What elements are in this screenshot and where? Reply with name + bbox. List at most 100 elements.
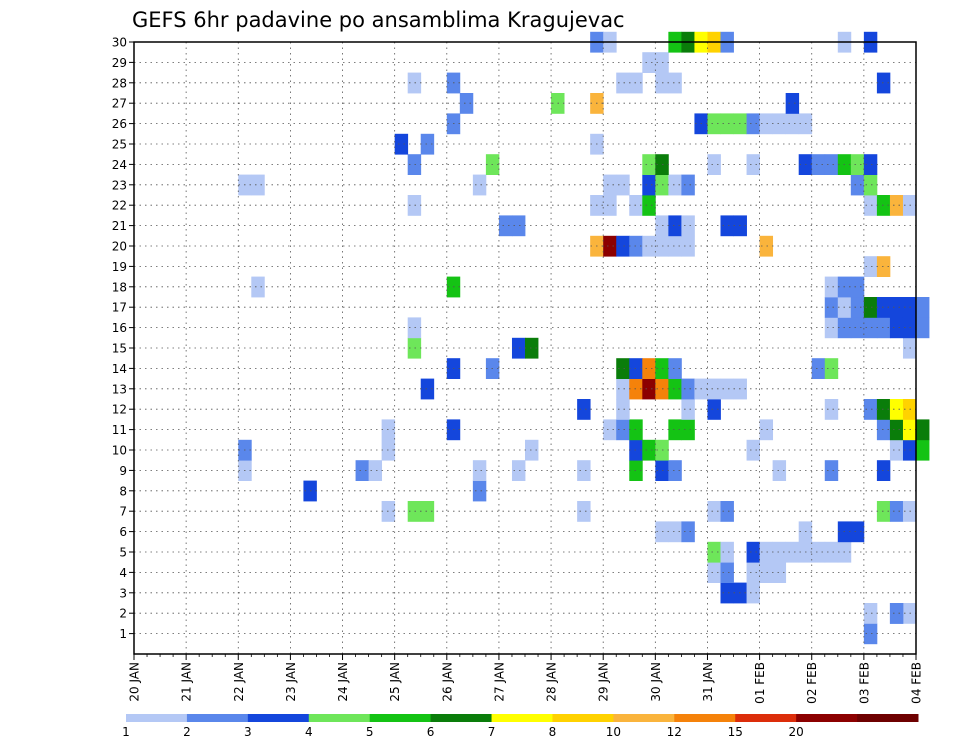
heatmap-cell — [642, 358, 656, 379]
heatmap-cell — [850, 174, 865, 196]
heatmap-cell — [720, 378, 734, 400]
y-tick-label: 25 — [112, 138, 127, 152]
y-tick-label: 15 — [112, 342, 127, 356]
y-tick-label: 10 — [112, 444, 127, 458]
y-tick-label: 5 — [119, 546, 127, 560]
y-tick-label: 8 — [119, 484, 127, 498]
x-tick-label: 22 JAN — [232, 662, 246, 702]
heatmap-cell — [642, 195, 656, 216]
x-tick-label: 24 JAN — [336, 662, 350, 702]
x-tick-label: 04 FEB — [910, 662, 924, 704]
y-tick-label: 18 — [112, 280, 127, 294]
heatmap-cell — [472, 460, 487, 481]
y-tick-label: 9 — [119, 464, 127, 478]
y-tick-label: 29 — [112, 56, 127, 70]
heatmap-cell — [603, 235, 617, 257]
y-tick-label: 26 — [112, 117, 127, 131]
heatmap-cell — [603, 174, 617, 196]
heatmap-cell — [863, 399, 878, 420]
heatmap-cell — [876, 195, 891, 216]
heatmap-cell — [603, 195, 617, 216]
heatmap-cell — [420, 501, 435, 522]
heatmap-cell — [681, 235, 695, 257]
heatmap-cell — [616, 72, 630, 94]
heatmap-cell — [824, 541, 839, 563]
heatmap-cell — [889, 195, 904, 216]
colorbar-label: 1 — [122, 725, 130, 739]
heatmap-cell — [616, 235, 630, 257]
x-tick-label: 30 JAN — [649, 662, 663, 702]
colorbar-label: 8 — [549, 725, 557, 739]
heatmap-cell — [459, 93, 474, 114]
heatmap-cell — [746, 541, 760, 563]
x-tick-label: 29 JAN — [597, 662, 611, 702]
heatmap-cell — [720, 582, 734, 604]
y-tick-label: 14 — [112, 362, 127, 376]
y-tick-label: 30 — [112, 36, 127, 50]
heatmap-cell — [824, 276, 839, 298]
heatmap-cell — [863, 623, 878, 645]
y-tick-label: 11 — [112, 423, 127, 437]
heatmap-cell — [472, 480, 487, 502]
colorbar-swatch — [186, 714, 249, 722]
heatmap-cell — [642, 439, 656, 461]
heatmap-cell — [720, 113, 734, 135]
heatmap-cell — [577, 501, 591, 522]
heatmap-cell — [420, 133, 435, 155]
heatmap-cell — [850, 297, 865, 318]
y-tick-label: 20 — [112, 240, 127, 254]
heatmap-cell — [681, 521, 695, 543]
y-tick-label: 12 — [112, 403, 127, 417]
heatmap-cell — [355, 460, 369, 481]
colorbar-swatch — [126, 714, 188, 722]
heatmap-cell — [681, 378, 695, 400]
heatmap-cell — [681, 399, 695, 420]
colorbar-swatch — [491, 714, 553, 722]
heatmap-cell — [616, 378, 630, 400]
x-tick-label: 27 JAN — [492, 662, 506, 702]
colorbar-label: 7 — [488, 725, 496, 739]
x-tick-label: 28 JAN — [545, 662, 559, 702]
heatmap-cell — [498, 215, 513, 237]
y-tick-label: 28 — [112, 76, 127, 90]
heatmap-cell — [889, 297, 904, 318]
heatmap-cell — [772, 113, 787, 135]
heatmap-cell — [889, 419, 904, 441]
heatmap-cell — [603, 419, 617, 441]
colorbar-label: 4 — [305, 725, 313, 739]
y-tick-label: 2 — [119, 607, 127, 621]
heatmap-cell — [668, 460, 682, 481]
colorbar-label: 6 — [427, 725, 435, 739]
heatmap-cell — [642, 378, 656, 400]
heatmap-cell — [850, 154, 865, 175]
heatmap-cell — [707, 378, 721, 400]
heatmap-cell — [876, 419, 891, 441]
colorbar-swatch — [308, 714, 371, 722]
heatmap-cell — [668, 521, 682, 543]
heatmap-cell — [681, 419, 695, 441]
heatmap-cell — [746, 582, 760, 604]
heatmap-cell — [811, 541, 826, 563]
colorbar-label: 5 — [366, 725, 374, 739]
x-axis: 20 JAN 21 JAN 22 JAN 23 JAN 24 JAN 25 JAN 26 J… — [128, 654, 924, 704]
heatmap-cell — [407, 317, 422, 339]
colorbar-label: 3 — [244, 725, 252, 739]
heatmap-cell — [850, 317, 865, 339]
y-tick-label: 7 — [119, 505, 127, 519]
y-tick-label: 24 — [112, 158, 127, 172]
heatmap-cell — [876, 399, 891, 420]
heatmap-cell — [876, 460, 891, 481]
heatmap-cell — [850, 276, 865, 298]
heatmap-cell — [251, 174, 265, 196]
heatmap-cell — [707, 562, 721, 583]
y-tick-label: 19 — [112, 260, 127, 274]
colorbar: 1 2 3 4 5 6 7 8 10 12 15 20 — [122, 714, 919, 739]
heatmap-cell — [616, 174, 630, 196]
heatmap-cell — [759, 235, 774, 257]
heatmap-cell — [642, 154, 656, 175]
heatmap-cell — [642, 235, 656, 257]
heatmap-cell — [824, 460, 839, 481]
heatmap-cell — [525, 337, 539, 359]
x-tick-label: 25 JAN — [388, 662, 402, 702]
x-tick-label: 20 JAN — [128, 662, 142, 702]
